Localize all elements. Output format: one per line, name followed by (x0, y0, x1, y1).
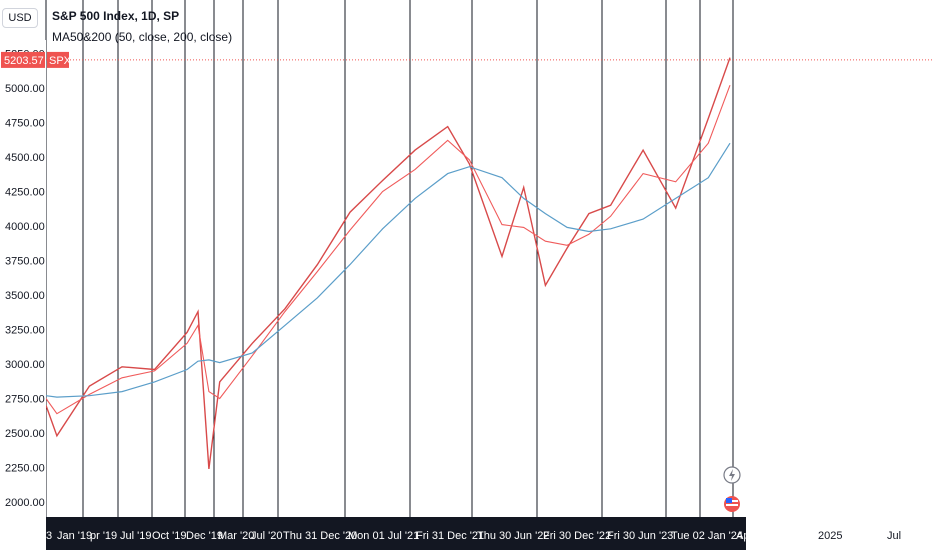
x-tick-label: Fri 31 Dec '21 (416, 530, 484, 542)
x-tick-label: Fri 30 Dec '22 (543, 530, 611, 542)
x-tick-label: Thu 31 Dec '20 (283, 530, 357, 542)
y-tick-label: 2750.00 (5, 394, 45, 406)
x-tick-label: Tue 02 Jan '24 (671, 530, 743, 542)
y-tick-label: 4250.00 (5, 187, 45, 199)
y-tick-label: 5000.00 (5, 83, 45, 95)
y-tick-label: 4500.00 (5, 152, 45, 164)
y-tick-label: 3250.00 (5, 325, 45, 337)
x-tick-label: Mon 01 Jul '21 (348, 530, 419, 542)
y-tick-label: 3500.00 (5, 290, 45, 302)
x-tick-label: Oct '19 (152, 530, 187, 542)
price-tag-symbol: SPX (49, 55, 72, 67)
lightning-icon[interactable] (724, 467, 740, 483)
y-tick-label: 3000.00 (5, 359, 45, 371)
x-tick-label: Mar '20 (218, 530, 254, 542)
indicator-label: MA50&200 (50, close, 200, close) (52, 30, 232, 44)
x-tick-label: 3 (46, 530, 52, 542)
currency-button[interactable]: USD (2, 8, 38, 28)
price-tag-value: 5203.57 (4, 55, 44, 67)
y-tick-label: 4750.00 (5, 118, 45, 130)
y-tick-label: 3750.00 (5, 256, 45, 268)
x-tick-label: Thu 30 Jun '22 (477, 530, 549, 542)
x-tick-label: Jul (887, 530, 901, 542)
y-tick-label: 2000.00 (5, 497, 45, 509)
x-tick-label: Apr '24 (736, 530, 771, 542)
x-tick-label: Fri 30 Jun '23 (607, 530, 673, 542)
x-tick-label: Jul '20 (251, 530, 282, 542)
y-tick-label: 4000.00 (5, 221, 45, 233)
us-flag-icon[interactable] (724, 496, 740, 512)
series-line-ma200 (46, 143, 730, 397)
x-tick-label: 2025 (818, 530, 842, 542)
chart-title: S&P 500 Index, 1D, SP (52, 9, 179, 23)
y-tick-label: 2250.00 (5, 463, 45, 475)
series-line-ma50 (46, 85, 730, 414)
series-line-spx (46, 58, 730, 469)
x-tick-label: pr '19 (90, 530, 117, 542)
y-tick-label: 2500.00 (5, 428, 45, 440)
price-tag: 5203.57 SPX (1, 52, 72, 68)
x-tick-label: Jul '19 (120, 530, 151, 542)
x-tick-label: Jan '19 (57, 530, 92, 542)
